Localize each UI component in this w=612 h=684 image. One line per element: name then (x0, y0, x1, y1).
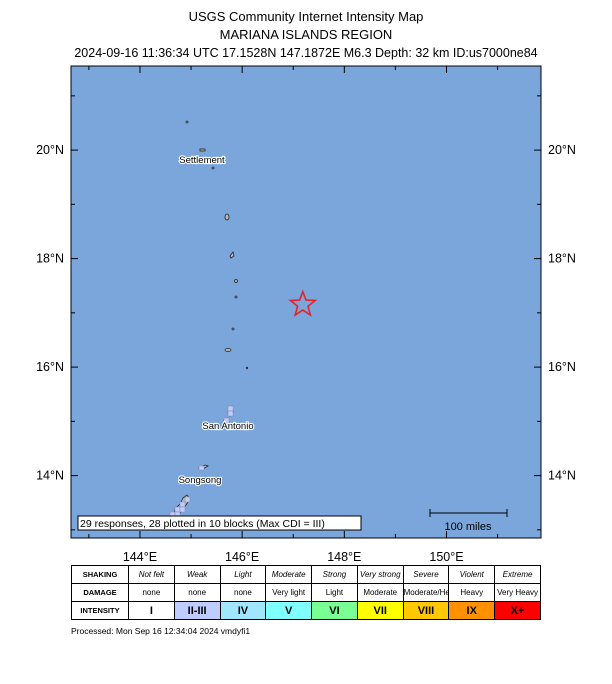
longitude-label: 150°E (429, 550, 463, 564)
island-farallon (245, 366, 249, 370)
shaking-cell: Light (219, 565, 267, 584)
island-asuncion (211, 166, 215, 170)
damage-cell: none (173, 583, 221, 602)
shaking-header: SHAKING (71, 565, 129, 584)
region-name: MARIANA ISLANDS REGION (219, 27, 393, 42)
shaking-cell: Moderate (265, 565, 313, 584)
cdi-block (179, 501, 186, 508)
shaking-cell: Strong (311, 565, 358, 584)
shaking-cell: Weak (173, 565, 221, 584)
longitude-label: 148°E (327, 550, 361, 564)
cdi-block (174, 506, 181, 513)
intensity-cell: I (128, 601, 175, 620)
island-uracas (185, 120, 189, 124)
longitude-label: 146°E (225, 550, 259, 564)
latitude-label: 14°N (548, 469, 576, 483)
intensity-cell: IV (219, 601, 267, 620)
latitude-label: 16°N (548, 360, 576, 374)
island-alamagan (234, 279, 238, 283)
cdi-block (184, 496, 191, 503)
island-guguan (234, 295, 238, 299)
place-san-antonio: San Antonio (202, 421, 253, 432)
ocean-area (70, 65, 542, 539)
intensity-cell: X+ (494, 601, 541, 620)
shaking-cell: Very strong (356, 565, 404, 584)
shaking-cell: Extreme (494, 565, 541, 584)
intensity-header: INTENSITY (71, 601, 129, 620)
latitude-label: 18°N (548, 252, 576, 266)
cdi-block (227, 405, 234, 412)
longitude-label: 144°E (123, 550, 157, 564)
shaking-cell: Violent (448, 565, 496, 584)
place-songsong: Songsong (179, 475, 222, 486)
damage-cell: none (128, 583, 175, 602)
damage-cell: Light (311, 583, 358, 602)
place-settlement: Settlement (179, 155, 225, 166)
responses-text: 29 responses, 28 plotted in 10 blocks (M… (80, 518, 325, 530)
processed-timestamp: Processed: Mon Sep 16 12:34:04 2024 vmdy… (71, 626, 251, 636)
latitude-label: 20°N (548, 143, 576, 157)
cdi-block (223, 417, 230, 424)
damage-header: DAMAGE (71, 583, 129, 602)
latitude-label: 14°N (36, 469, 64, 483)
scale-label: 100 miles (444, 521, 492, 533)
island-sarigan (231, 327, 235, 331)
cdi-block (179, 506, 186, 513)
damage-cell: Moderate (356, 583, 404, 602)
intensity-cell: VII (356, 601, 404, 620)
damage-cell: Moderate/Heavy (402, 583, 450, 602)
latitude-label: 18°N (36, 252, 64, 266)
cdi-block (227, 410, 234, 417)
map-ticks (71, 66, 541, 538)
damage-cell: Very light (265, 583, 313, 602)
event-details: 2024-09-16 11:36:34 UTC 17.1528N 147.187… (74, 46, 538, 60)
responses-box (77, 515, 362, 531)
island-agrihan (224, 213, 230, 221)
island-maug (199, 148, 206, 152)
shaking-cell: Not felt (128, 565, 175, 584)
intensity-cell: II-III (173, 601, 221, 620)
latitude-label: 16°N (36, 360, 64, 374)
intensity-legend: SHAKING Not felt Weak Light Moderate Strong V… (71, 565, 541, 620)
intensity-cell: VI (311, 601, 358, 620)
intensity-cell: VIII (402, 601, 450, 620)
intensity-cell: V (265, 601, 313, 620)
cdi-blocks (169, 405, 234, 518)
shaking-row: SHAKING Not felt Weak Light Moderate Strong V… (71, 565, 541, 584)
island-pagan (229, 251, 235, 259)
damage-row: DAMAGE none none none Very light Light Modera… (71, 583, 541, 602)
island-anatahan (224, 348, 232, 352)
damage-cell: none (219, 583, 267, 602)
latitude-labels: 20°N 20°N 18°N 18°N 16°N 16°N 14°N 14°N (36, 143, 576, 483)
shaking-cell: Severe (402, 565, 450, 584)
longitude-labels: 144°E 146°E 148°E 150°E (123, 550, 464, 564)
epicenter-star-icon (288, 289, 318, 317)
scale-bar (429, 509, 508, 517)
latitude-label: 20°N (36, 143, 64, 157)
damage-cell: Very Heavy (494, 583, 541, 602)
map-title: USGS Community Internet Intensity Map (188, 9, 424, 24)
intensity-row: INTENSITY I II-III IV V VI VII VIII IX X+ (71, 601, 541, 620)
intensity-cell: IX (448, 601, 496, 620)
cdi-block (198, 465, 205, 471)
damage-cell: Heavy (448, 583, 496, 602)
